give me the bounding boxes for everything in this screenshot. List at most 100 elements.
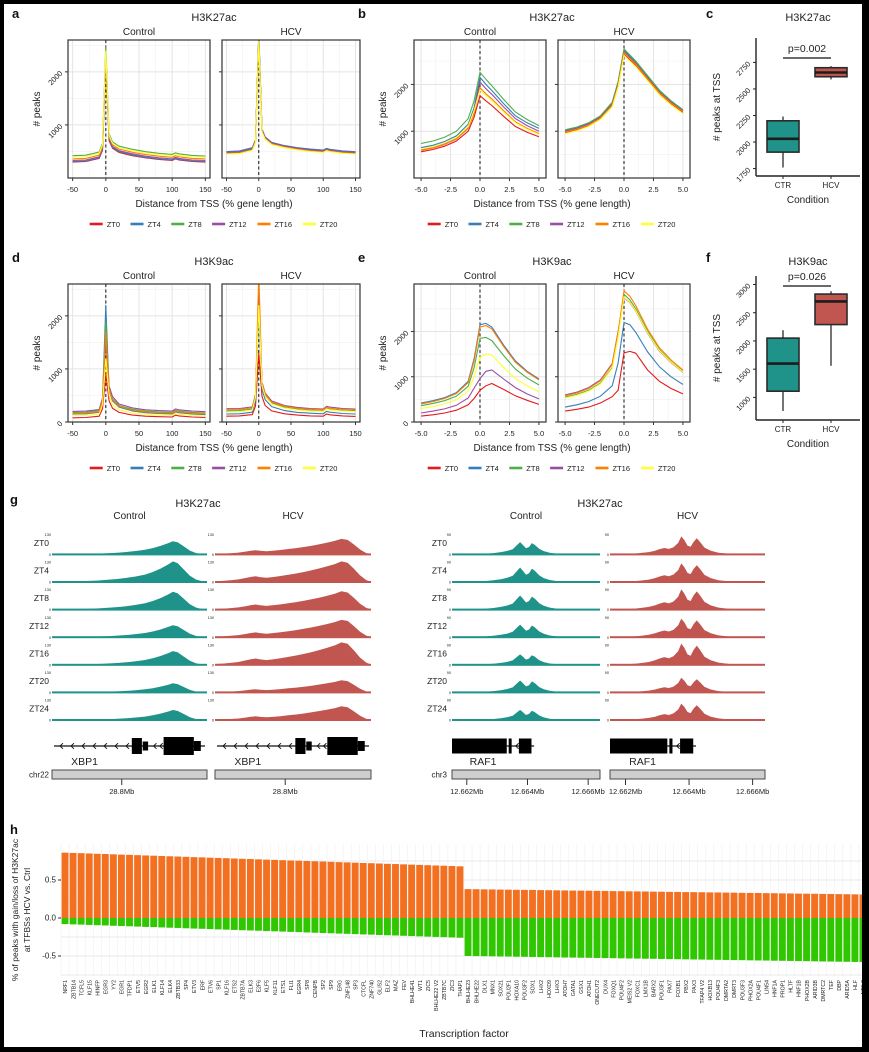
svg-text:-50: -50	[67, 429, 78, 438]
bar-loss-KLF15	[85, 918, 93, 925]
x-tick-EGR1: EGR1	[120, 980, 126, 994]
legend-label-ZT16: ZT16	[613, 220, 631, 229]
bar-gain-SP8	[303, 861, 311, 918]
x-tick-PAX7: PAX7	[668, 980, 674, 993]
panel-c-chart: H3K27ac 1750 2000 2250 2500 2750 CTR HCV p=0.002…	[712, 12, 860, 206]
series-ZT0	[72, 374, 206, 419]
bar-loss-ZNF148	[343, 918, 351, 934]
x-tick-ATOH7: ATOH7	[563, 980, 569, 997]
track-XBP1-Control-ZT24	[52, 710, 207, 721]
row-label-ZT16: ZT16	[29, 648, 49, 658]
x-tick-SP4: SP4	[184, 980, 190, 990]
bar-gain-ZBTB7C	[440, 865, 448, 918]
x-tick-MAZ: MAZ	[394, 980, 400, 991]
x-tick-ETS2: ETS2	[232, 980, 238, 993]
track-scale-max: 90	[447, 616, 451, 620]
bar-gain-POU3F1	[658, 891, 665, 918]
bar-gain-LHX2	[537, 890, 544, 918]
bar-gain-BHLHE22	[472, 889, 480, 918]
svg-text:-50: -50	[221, 185, 232, 194]
svg-text:2500: 2500	[734, 86, 752, 104]
x-tick-DMRTA2: DMRTA2	[724, 980, 730, 1001]
bar-gain-HNF1B	[795, 893, 802, 918]
bar-loss-DBP	[835, 918, 843, 962]
svg-text:0: 0	[257, 185, 261, 194]
x-axis-title: Distance from TSS (% gene length)	[473, 199, 630, 210]
bar-loss-GATA1	[569, 918, 577, 958]
bar-loss-ELF2	[384, 918, 391, 936]
series-ZT20	[72, 358, 206, 417]
facet-title-HCV: HCV	[280, 271, 301, 282]
track-scale-max: 90	[605, 671, 609, 675]
x-tick-BHLHE41: BHLHE41	[410, 980, 416, 1003]
bar-gain-EGR4	[295, 860, 303, 918]
bar-loss-POU3F2	[521, 918, 528, 957]
legend-label-ZT8: ZT8	[188, 464, 201, 473]
condition-title-Control: Control	[113, 511, 145, 522]
bar-loss-ERG	[335, 918, 343, 934]
row-label-ZT8: ZT8	[34, 593, 49, 603]
bar-gain-GSX1	[577, 890, 585, 918]
x-tick-E2F6: E2F6	[257, 980, 263, 993]
bar-gain-KLF11	[271, 859, 279, 918]
track-RAF1-HCV-ZT12	[610, 618, 765, 638]
y-axis-title: # peaks at TSS	[712, 314, 723, 383]
svg-text:100: 100	[317, 429, 330, 438]
bar-loss-LHX2	[537, 918, 544, 958]
track-scale-min: 0	[212, 691, 214, 695]
bar-loss-ETV5	[134, 918, 141, 927]
track-scale-min: 0	[607, 663, 609, 667]
x-tick-SP9: SP9	[329, 980, 335, 990]
bar-gain-TFAP4 V2	[698, 892, 706, 918]
y-axis-title-line2: at TFBSs HCV vs. Ctrl	[22, 868, 32, 952]
facet-title-Control: Control	[464, 271, 496, 282]
track-XBP1-HCV-ZT8	[215, 591, 371, 611]
svg-text:150: 150	[199, 185, 212, 194]
x-tick-HOXD9: HOXD9	[547, 980, 553, 998]
bar-loss-POU3F1	[658, 918, 665, 959]
track-RAF1-HCV-ZT20	[610, 677, 765, 693]
track-XBP1-Control-ZT8	[52, 591, 207, 611]
bar-loss-ATOH1	[585, 918, 593, 958]
bar-gain-DMRTC2	[819, 893, 827, 918]
bar-gain-THAP1	[456, 866, 464, 918]
bar-loss-SP8	[303, 918, 311, 933]
bar-gain-SP9	[327, 861, 335, 918]
x-tick-BHLHE23: BHLHE23	[466, 980, 472, 1003]
bar-loss-MEIS2 V2	[625, 918, 633, 959]
bar-loss-E2F6	[255, 918, 262, 931]
series-ZT4	[226, 310, 356, 415]
track-scale-max: 130	[45, 699, 51, 703]
x-tick-CTCFL: CTCFL	[361, 980, 367, 997]
x-tick-WT1: WT1	[418, 980, 424, 991]
y-axis-title: # peaks	[378, 91, 389, 126]
bar-gain-E2F6	[255, 859, 262, 918]
bar-gain-ETV5	[134, 855, 141, 918]
row-label-ZT20: ZT20	[427, 676, 447, 686]
x-tick-ERF: ERF	[200, 980, 206, 990]
bar-loss-ERF	[198, 918, 206, 929]
legend-label-ZT4: ZT4	[148, 464, 161, 473]
x-tick-CTR: CTR	[775, 181, 792, 190]
y-axis-title-line1: % of peaks with gain/loss of H3K27ac	[10, 838, 20, 981]
track-scale-min: 0	[607, 608, 609, 612]
bar-gain-PBX2	[682, 892, 690, 918]
bar-gain-TFDP1	[126, 854, 133, 918]
x-tick-ZIC5: ZIC5	[426, 980, 432, 991]
bar-gain-GATA1	[569, 890, 577, 918]
bar-gain-SP3	[351, 862, 359, 918]
svg-text:0.0: 0.0	[475, 429, 485, 438]
track-XBP1-HCV-ZT12	[215, 619, 371, 638]
bar-loss-HOXD9	[545, 918, 553, 958]
panel-g: g H3K27ac Control 130 0 130 0 130 0 130 0 130 0 130 0…	[8, 492, 862, 822]
bar-gain-DMRT3	[730, 892, 738, 918]
series-ZT12	[564, 50, 684, 132]
svg-text:2000: 2000	[46, 69, 64, 87]
bar-gain-FOXB1	[674, 891, 682, 918]
bar-gain-ERF	[198, 857, 206, 918]
track-scale-min: 0	[212, 636, 214, 640]
series-ZT12	[421, 369, 540, 414]
x-tick-ARID3B: ARID3B	[813, 979, 819, 998]
row-label-ZT0: ZT0	[432, 538, 447, 548]
x-tick-KLF15: KLF15	[87, 980, 93, 995]
